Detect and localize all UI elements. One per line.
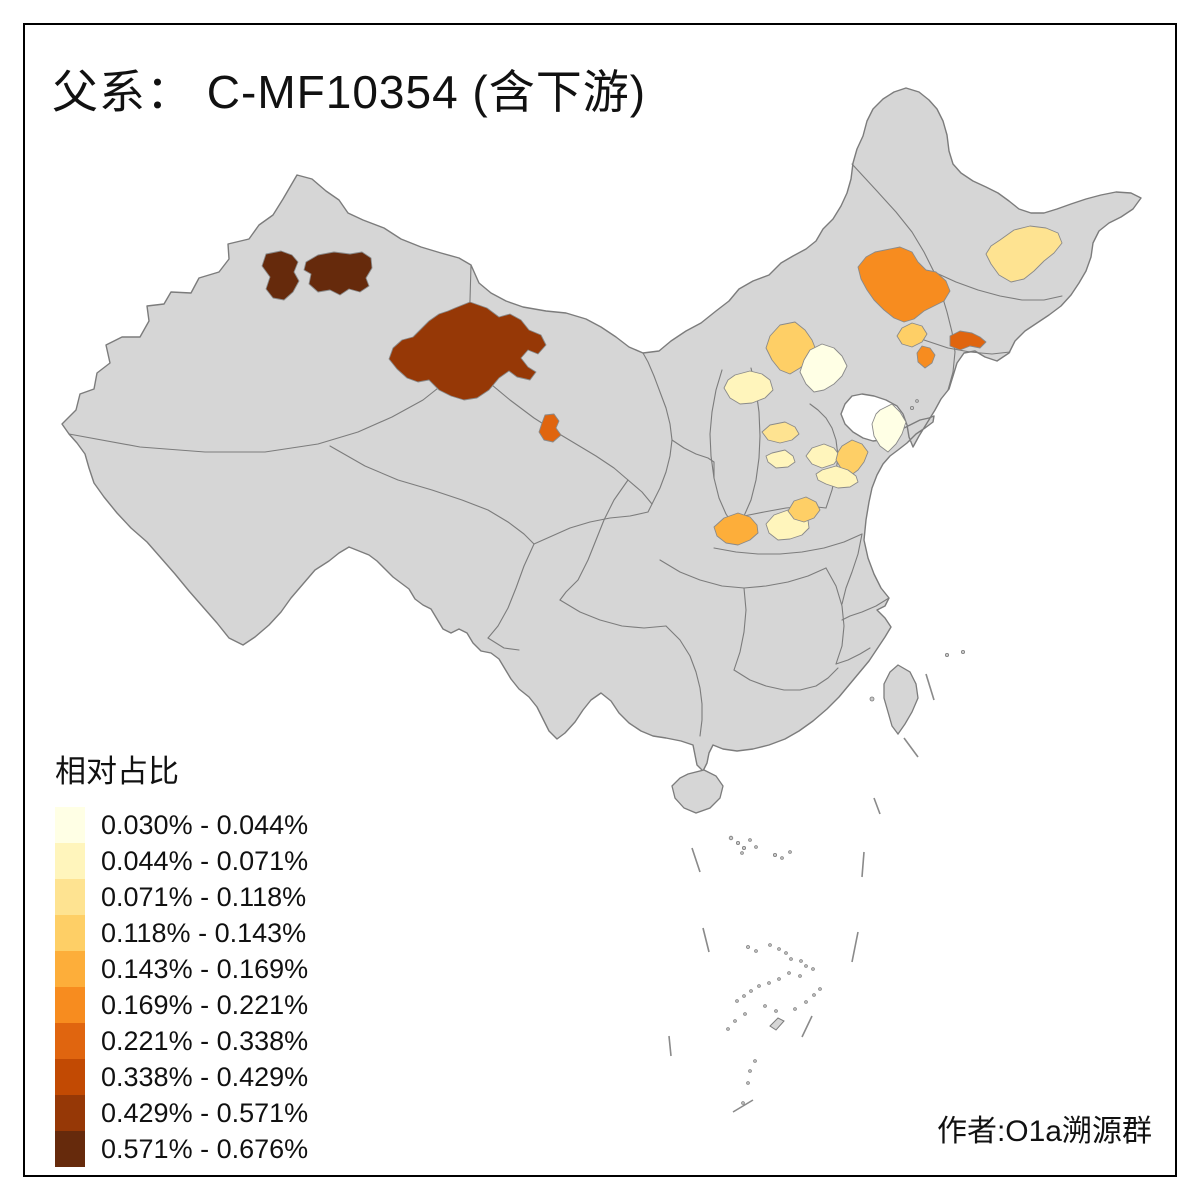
legend-item: 0.221% - 0.338%	[55, 1023, 308, 1059]
legend-swatch	[55, 879, 85, 915]
legend-label: 0.221% - 0.338%	[101, 1025, 309, 1056]
attribution-text: 作者:O1a溯源群	[936, 1115, 1152, 1148]
colored-prefectures	[261, 225, 1063, 546]
map-legend: 相对占比 0.030% - 0.044% 0.044% - 0.071% 0.071…	[55, 746, 308, 1167]
legend-label: 0.429% - 0.571%	[101, 1097, 309, 1128]
legend-rows: 0.030% - 0.044% 0.044% - 0.071% 0.071% - 0…	[55, 807, 308, 1167]
legend-swatch	[55, 915, 85, 951]
sea-islands-and-dashes	[668, 399, 966, 1113]
legend-item: 0.429% - 0.571%	[55, 1095, 308, 1131]
legend-label: 0.071% - 0.118%	[101, 881, 307, 912]
legend-item: 0.571% - 0.676%	[55, 1131, 308, 1167]
legend-item: 0.030% - 0.044%	[55, 807, 308, 843]
legend-swatch	[55, 807, 85, 843]
region-s-shaanxi	[713, 512, 759, 546]
legend-item: 0.044% - 0.071%	[55, 843, 308, 879]
legend-swatch	[55, 1023, 85, 1059]
legend-swatch	[55, 843, 85, 879]
legend-swatch	[55, 1131, 85, 1167]
region-shandong-peninsula	[871, 403, 907, 453]
legend-label: 0.143% - 0.169%	[101, 953, 309, 984]
region-se-shanxi	[765, 449, 796, 469]
region-c-shandong	[835, 439, 869, 477]
page-title: 父系： C-MF10354 (含下游)	[52, 66, 647, 118]
small-islands	[726, 399, 966, 1105]
legend-item: 0.169% - 0.221%	[55, 987, 308, 1023]
legend-item: 0.118% - 0.143%	[55, 915, 308, 951]
region-c-heilongjiang	[985, 225, 1063, 283]
region-n-xinjiang-west	[261, 250, 300, 301]
legend-label: 0.338% - 0.429%	[101, 1061, 309, 1092]
region-c-henan	[787, 496, 821, 523]
region-w-liaoning-south	[916, 345, 936, 369]
legend-label: 0.571% - 0.676%	[101, 1133, 309, 1164]
region-n-xinjiang-east	[303, 251, 373, 296]
legend-label: 0.044% - 0.071%	[101, 845, 309, 876]
hainan-island	[671, 769, 724, 814]
legend-swatch	[55, 1059, 85, 1095]
region-w-inner-mongolia	[388, 301, 547, 401]
region-n-shanxi	[723, 370, 774, 405]
region-n-qinghai-small	[538, 413, 562, 443]
legend-label: 0.118% - 0.143%	[101, 917, 307, 948]
legend-label: 0.030% - 0.044%	[101, 809, 309, 840]
region-sw-shandong	[815, 465, 859, 489]
boundary-dash-segments	[668, 673, 935, 1113]
legend-item: 0.071% - 0.118%	[55, 879, 308, 915]
legend-swatch	[55, 987, 85, 1023]
plot-frame-border	[23, 23, 1177, 1177]
legend-item: 0.143% - 0.169%	[55, 951, 308, 987]
region-e-liaoning	[949, 330, 987, 351]
region-beijing-area	[799, 343, 848, 393]
legend-title: 相对占比	[55, 754, 179, 789]
legend-swatch	[55, 1095, 85, 1131]
legend-item: 0.338% - 0.429%	[55, 1059, 308, 1095]
region-w-liaoning-north	[896, 322, 928, 348]
region-e-inner-mongolia	[857, 246, 951, 323]
taiwan-island	[883, 664, 919, 736]
region-nw-shandong	[805, 443, 841, 469]
legend-swatch	[55, 951, 85, 987]
region-w-hebei-south	[761, 421, 800, 444]
spratly-main-island	[769, 1017, 785, 1031]
legend-label: 0.169% - 0.221%	[101, 989, 309, 1020]
